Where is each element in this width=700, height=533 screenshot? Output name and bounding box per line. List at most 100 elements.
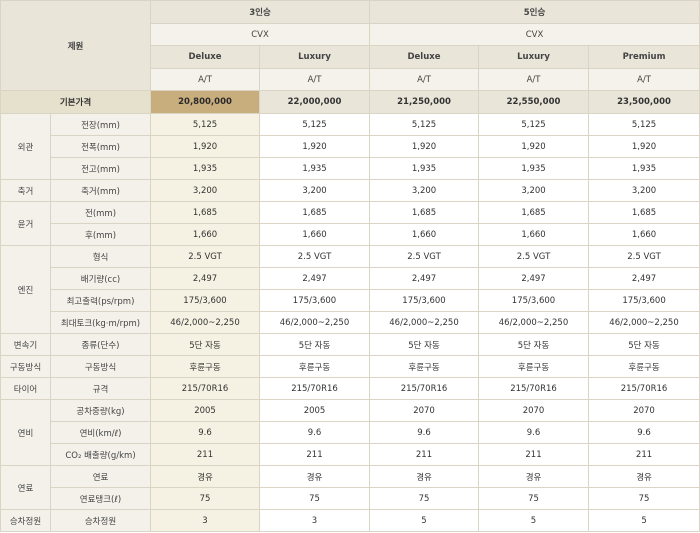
spec-row: 배기량(cc) 2,497 2,497 2,497 2,497 2,497 <box>1 267 700 290</box>
spec-value: 5,125 <box>588 113 700 136</box>
spec-value: 1,685 <box>478 201 590 224</box>
base-price-label: 기본가격 <box>0 90 152 114</box>
spec-value: 경유 <box>150 465 261 488</box>
spec-row: 외관 전장(mm) 5,125 5,125 5,125 5,125 5,125 <box>0 113 700 180</box>
transmission-header: A/T <box>478 68 590 91</box>
spec-value: 9.6 <box>478 421 590 444</box>
spec-row: 최대토크(kg·m/rpm) 46/2,000~2,250 46/2,000~2,2… <box>1 311 700 334</box>
spec-row: 연료탱크(ℓ) 75 75 75 75 75 <box>1 487 700 510</box>
spec-item-label: 연비(km/ℓ) <box>49 421 152 444</box>
transmission-header: A/T <box>150 68 261 91</box>
spec-value: 3 <box>150 509 261 532</box>
spec-row: 연비 공차중량(kg) 2005 2005 2070 2070 2070 <box>0 399 700 466</box>
spec-value: 3,200 <box>369 179 480 202</box>
spec-item-label: 구동방식 <box>49 355 152 378</box>
spec-value: 2070 <box>478 399 590 422</box>
group-header-3-seat: 3인승 <box>150 0 371 24</box>
spec-value: 215/70R16 <box>259 377 371 400</box>
spec-item-label: 공차중량(kg) <box>49 399 152 422</box>
spec-value: 1,920 <box>259 135 371 158</box>
spec-value: 2,497 <box>259 267 371 290</box>
spec-value: 2005 <box>259 399 371 422</box>
spec-value: 9.6 <box>588 421 700 444</box>
spec-value: 2.5 VGT <box>588 245 700 268</box>
spec-item-label: CO₂ 배출량(g/km) <box>49 443 152 466</box>
spec-value: 2005 <box>150 399 261 422</box>
spec-value: 215/70R16 <box>478 377 590 400</box>
transmission-header: A/T <box>369 68 480 91</box>
spec-item-label: 전고(mm) <box>49 157 152 180</box>
base-price-value: 20,800,000 <box>150 90 261 114</box>
category-label: 타이어 <box>0 377 51 400</box>
spec-value: 9.6 <box>259 421 371 444</box>
category-label: 승차정원 <box>0 509 51 532</box>
spec-item-label: 최대토크(kg·m/rpm) <box>49 311 152 334</box>
spec-value: 5,125 <box>478 113 590 136</box>
spec-value: 75 <box>150 487 261 510</box>
spec-item-label: 최고출력(ps/rpm) <box>49 289 152 312</box>
spec-row: 연비(km/ℓ) 9.6 9.6 9.6 9.6 9.6 <box>1 421 700 444</box>
spec-item-label: 연료탱크(ℓ) <box>49 487 152 510</box>
spec-value: 5단 자동 <box>478 333 590 356</box>
spec-row: CO₂ 배출량(g/km) 211 211 211 211 211 <box>1 443 700 466</box>
spec-value: 후륜구동 <box>478 355 590 378</box>
transmission-header: A/T <box>588 68 700 91</box>
spec-item-label: 종류(단수) <box>49 333 152 356</box>
spec-value: 2.5 VGT <box>259 245 371 268</box>
spec-value: 2070 <box>588 399 700 422</box>
spec-item-label: 규격 <box>49 377 152 400</box>
spec-value: 46/2,000~2,250 <box>478 311 590 334</box>
spec-value: 1,920 <box>369 135 480 158</box>
spec-value: 2,497 <box>369 267 480 290</box>
spec-value: 2,497 <box>150 267 261 290</box>
spec-item-label: 전폭(mm) <box>49 135 152 158</box>
spec-value: 215/70R16 <box>150 377 261 400</box>
spec-value: 5 <box>369 509 480 532</box>
base-price-value: 21,250,000 <box>369 90 480 114</box>
spec-value: 2070 <box>369 399 480 422</box>
spec-value: 5,125 <box>150 113 261 136</box>
trim-header: Luxury <box>478 45 590 69</box>
spec-row: 엔진 형식 2.5 VGT 2.5 VGT 2.5 VGT 2.5 VGT 2.5 VGT <box>0 245 700 334</box>
spec-value: 후륜구동 <box>150 355 261 378</box>
spec-value: 1,935 <box>588 157 700 180</box>
spec-value: 3,200 <box>478 179 590 202</box>
spec-item-label: 전장(mm) <box>49 113 152 136</box>
spec-value: 1,935 <box>150 157 261 180</box>
group-header-5-seat: 5인승 <box>369 0 700 24</box>
spec-value: 1,660 <box>478 223 590 246</box>
spec-value: 46/2,000~2,250 <box>588 311 700 334</box>
spec-value: 5단 자동 <box>369 333 480 356</box>
spec-value: 2.5 VGT <box>478 245 590 268</box>
spec-value: 1,935 <box>259 157 371 180</box>
category-label: 구동방식 <box>0 355 51 378</box>
spec-item-label: 축거(mm) <box>49 179 152 202</box>
spec-item-label: 승차정원 <box>49 509 152 532</box>
spec-value: 1,920 <box>150 135 261 158</box>
model-header-5-seat: CVX <box>369 23 700 46</box>
spec-value: 1,685 <box>259 201 371 224</box>
spec-value: 9.6 <box>150 421 261 444</box>
spec-value: 9.6 <box>369 421 480 444</box>
spec-value: 46/2,000~2,250 <box>369 311 480 334</box>
category-label: 연료 <box>0 465 51 510</box>
category-label: 연비 <box>0 399 51 466</box>
spec-value: 3,200 <box>150 179 261 202</box>
spec-value: 5 <box>478 509 590 532</box>
spec-value: 1,685 <box>369 201 480 224</box>
spec-row: 후(mm) 1,660 1,660 1,660 1,660 1,660 <box>1 223 700 246</box>
spec-value: 1,920 <box>478 135 590 158</box>
spec-value: 75 <box>259 487 371 510</box>
spec-value: 211 <box>588 443 700 466</box>
spec-row: 연료 연료 경유 경유 경유 경유 경유 <box>0 465 700 510</box>
spec-row: 전폭(mm) 1,920 1,920 1,920 1,920 1,920 <box>1 135 700 158</box>
spec-value: 후륜구동 <box>588 355 700 378</box>
spec-value: 75 <box>478 487 590 510</box>
spec-value: 1,935 <box>369 157 480 180</box>
spec-row: 구동방식 구동방식 후륜구동 후륜구동 후륜구동 후륜구동 후륜구동 <box>0 355 700 378</box>
spec-value: 5단 자동 <box>259 333 371 356</box>
spec-value: 2,497 <box>478 267 590 290</box>
spec-value: 175/3,600 <box>588 289 700 312</box>
spec-value: 175/3,600 <box>369 289 480 312</box>
